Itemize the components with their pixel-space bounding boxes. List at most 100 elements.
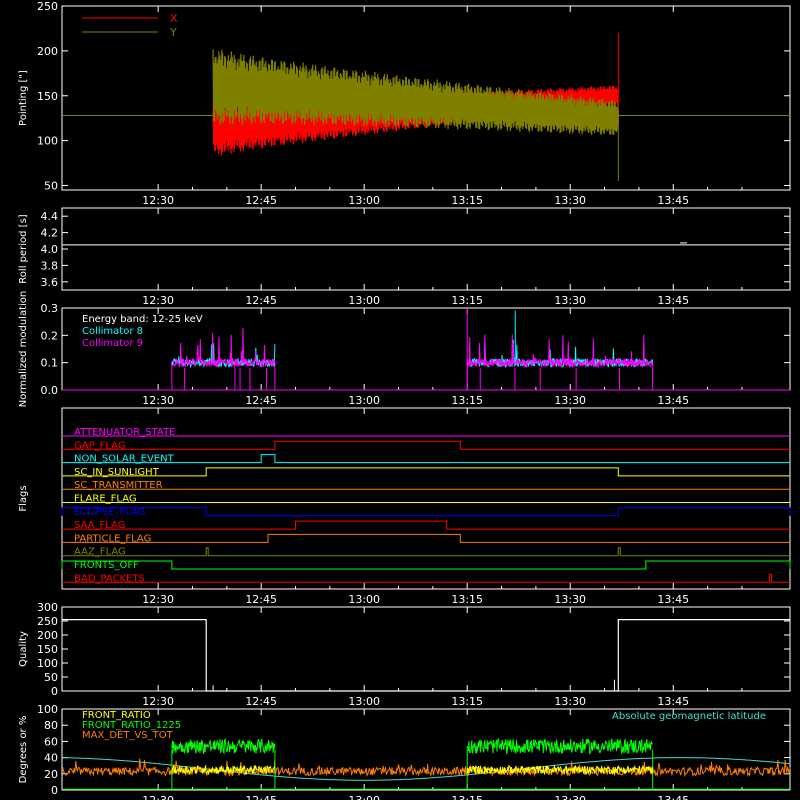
pointing-ytick-label: 150 [37,90,58,103]
roll-ytick-label: 4.2 [41,227,59,240]
quality-ytick-label: 150 [37,643,58,656]
modulation-ytick-label: 0.2 [41,329,59,342]
flag-label: SC_TRANSMITTER [74,480,163,491]
modulation-xtick-label: 13:15 [451,394,483,407]
flag-label: BAD_PACKETS [74,573,145,584]
flags-ylabel: Flags [18,485,29,511]
roll-xtick-label: 13:15 [451,294,483,307]
modulation-xtick-label: 13:30 [554,394,586,407]
quality-line [62,619,790,692]
front-ratio-1225-line [171,737,276,755]
quality-xtick-label: 13:00 [348,695,380,708]
geomagnetic-latitude-line [62,757,791,781]
legend-label: FRONT_RATIO [82,710,151,721]
roll-xtick-label: 13:00 [348,294,380,307]
flag-label: PARTICLE_FLAG [74,533,151,544]
ratios-xtick-label: 13:45 [657,794,689,800]
front-ratio-line [466,764,654,776]
quality-xtick-label: 12:45 [245,695,277,708]
ratios-xtick-label: 12:45 [245,794,277,800]
ratios-xtick-label: 13:30 [554,794,586,800]
flag-label: NON_SOLAR_EVENT [74,454,175,465]
legend-label-geomagnetic: Absolute geomagnetic latitude [612,711,766,722]
roll-xtick-label: 12:45 [245,294,277,307]
ratios-ylabel: Degrees or % [18,716,29,784]
ratios-frame [61,708,791,791]
quality-xtick-label: 13:45 [657,695,689,708]
pointing-ytick-label: 250 [37,0,58,13]
flag-line-sc_in_sunlight [62,467,790,477]
quality-ytick-label: 250 [37,615,58,628]
quality-xtick-label: 13:30 [554,695,586,708]
front-ratio-1225-line [466,738,654,756]
quality-xtick-label: 12:30 [142,695,174,708]
flag-label: AAZ_FLAG [74,547,126,558]
collimator-9-line [466,334,654,369]
pointing-frame [61,5,791,191]
pointing-ytick-label: 200 [37,45,58,58]
quality-ylabel: Quality [18,631,29,667]
quality-ytick-label: 200 [37,629,58,642]
flag-line-bad_packets [62,573,790,583]
flags-xtick-label: 13:15 [451,593,483,606]
modulation-ytick-label: 0.1 [41,357,59,370]
pointing-xtick-label: 13:00 [348,194,380,207]
flag-label: GAP_FLAG [74,440,126,451]
roll-xtick-label: 13:30 [554,294,586,307]
modulation-xtick-label: 13:45 [657,394,689,407]
flag-label: FLARE_FLAG [74,494,137,505]
panel-roll: 12:30 12:45 13:00 13:15 13:30 13:45 Roll perio… [18,207,791,307]
panel-ratios: 12:30 12:45 13:00 13:15 13:30 13:45 Degrees or… [18,703,791,800]
panel-modulation: 12:30 12:45 13:00 13:15 13:30 13:45 Normalized… [18,291,791,407]
modulation-xtick-label: 13:00 [348,394,380,407]
flag-label: ECLIPSE_FLAG [74,507,145,518]
ratios-ytick-label: 100 [37,703,58,716]
flag-label: ATTENUATOR_STATE [74,427,175,438]
roll-xtick-label: 13:45 [657,294,689,307]
quality-ytick-label: 100 [37,657,58,670]
modulation-ytick-label: 0.0 [41,384,59,397]
flags-xtick-label: 13:45 [657,593,689,606]
quality-ytick-label: 0 [51,685,58,698]
pointing-xtick-label: 12:45 [245,194,277,207]
flag-line-particle_flag [62,533,790,543]
roll-ylabel: Roll period [s] [18,214,29,283]
pointing-xtick-label: 13:45 [657,194,689,207]
flag-line-eclipse_flag [61,507,791,517]
ratios-ytick-label: 40 [44,752,58,765]
ratios-ytick-label: 20 [44,768,58,781]
series-Y-line [212,49,619,136]
roll-ytick-label: 3.8 [41,259,59,272]
ratios-ytick-label: 80 [44,719,58,732]
pointing-ylabel: Pointing ["] [18,70,29,126]
legend-label: X [170,12,178,25]
ratios-ytick-label: 60 [44,735,58,748]
modulation-xtick-label: 12:45 [245,394,277,407]
panel-flags: 12:30 12:45 13:00 13:15 13:30 13:45 Flags ATTEN… [18,407,791,606]
flag-label: FRONTS_OFF [74,560,139,571]
flags-xtick-label: 13:30 [554,593,586,606]
panel-quality: 12:30 12:45 13:00 13:15 13:30 13:45 Quality 050… [18,601,791,708]
legend-label: FRONT_RATIO_1225 [82,720,181,731]
flags-frame [61,407,791,590]
pointing-ytick-label: 50 [44,180,58,193]
max-det-vs-tot-line [61,758,791,778]
legend-label: Energy band: 12-25 keV [82,314,203,325]
front-ratio-line [171,764,276,776]
flags-xtick-label: 12:30 [142,593,174,606]
ratios-xtick-label: 13:00 [348,794,380,800]
panel-pointing: 12:30 12:45 13:00 13:15 13:30 13:45 Pointing [… [18,0,791,207]
modulation-ytick-label: 0.3 [41,302,59,315]
flag-label: SC_IN_SUNLIGHT [74,467,160,478]
legend-label: MAX_DET_VS_TOT [82,730,174,741]
quality-xtick-label: 13:15 [451,695,483,708]
pointing-xtick-label: 13:30 [554,194,586,207]
flag-line-fronts_off [61,560,791,570]
roll-ytick-label: 4.0 [41,243,59,256]
flag-line-gap_flag [62,440,790,450]
ratios-xtick-label: 12:30 [142,794,174,800]
legend-label: Y [169,26,177,39]
legend-label: Collimator 8 [82,326,143,337]
roll-ytick-label: 4.4 [41,210,59,223]
